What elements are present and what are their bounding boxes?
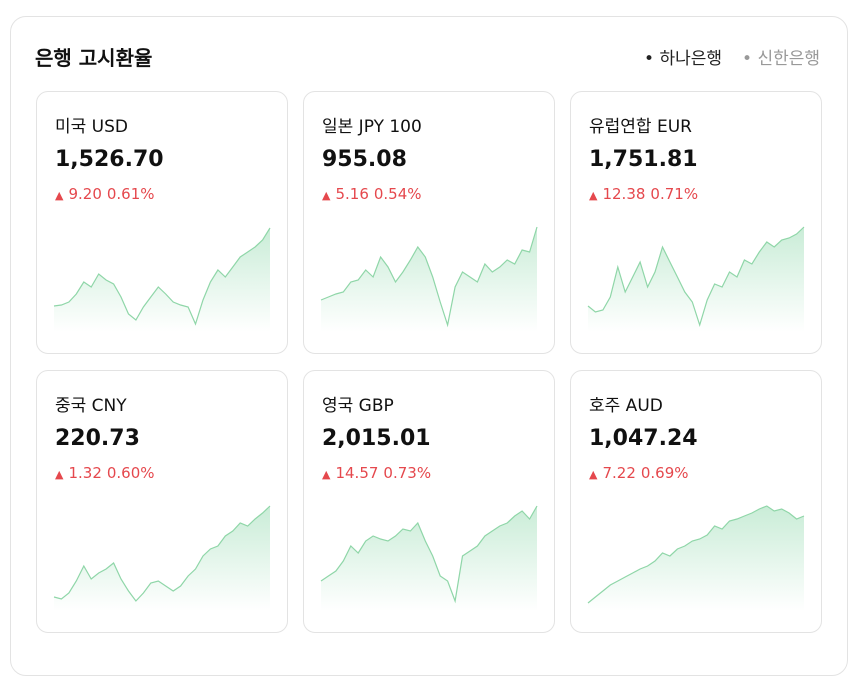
- tab-label[interactable]: 하나은행: [659, 49, 722, 69]
- change: ▲ 1.32 0.60%: [55, 464, 160, 482]
- spark-line: [53, 505, 271, 602]
- spark-area: [54, 228, 270, 332]
- currency-card[interactable]: 일본 JPY 100 955.08 ▲ 5.16 0.54%: [303, 91, 555, 354]
- spark-line: [587, 505, 805, 604]
- up-icon: ▲: [322, 468, 331, 481]
- change-percent: 0.71%: [650, 185, 699, 203]
- rate: 1,047.24: [589, 426, 698, 451]
- currency-card[interactable]: 미국 USD 1,526.70 ▲ 9.20 0.61%: [36, 91, 288, 354]
- sparkline: [53, 227, 271, 332]
- rate: 1,526.70: [55, 147, 164, 172]
- tab[interactable]: • 신한은행: [742, 49, 820, 69]
- rate: 1,751.81: [589, 147, 698, 172]
- spark-line: [53, 227, 271, 326]
- change: ▲ 7.22 0.69%: [589, 464, 694, 482]
- currency-name: 호주 AUD: [589, 396, 663, 416]
- change-value: 12.38: [602, 185, 646, 203]
- tabs: • 하나은행 • 신한은행: [644, 44, 820, 69]
- rate: 220.73: [55, 426, 140, 451]
- currency-name: 영국 GBP: [322, 396, 394, 416]
- change-percent: 0.61%: [106, 185, 155, 203]
- change-percent: 0.60%: [106, 464, 155, 482]
- change-value: 14.57: [335, 464, 379, 482]
- spark-area: [321, 227, 537, 332]
- currency-card[interactable]: 중국 CNY 220.73 ▲ 1.32 0.60%: [36, 370, 288, 633]
- currency-card[interactable]: 호주 AUD 1,047.24 ▲ 7.22 0.69%: [570, 370, 822, 633]
- change: ▲ 14.57 0.73%: [322, 464, 436, 482]
- change: ▲ 5.16 0.54%: [322, 185, 427, 203]
- currency-name: 중국 CNY: [55, 396, 127, 416]
- up-icon: ▲: [322, 189, 331, 202]
- change-value: 9.20: [68, 185, 102, 203]
- currency-card[interactable]: 유럽연합 EUR 1,751.81 ▲ 12.38 0.71%: [570, 91, 822, 354]
- page: 은행 고시환율 • 하나은행 • 신한은행 미국 USD 1,526.70 ▲ 9.2…: [10, 16, 848, 676]
- currency-name: 미국 USD: [55, 117, 129, 137]
- change: ▲ 9.20 0.61%: [55, 185, 160, 203]
- spark-line: [320, 226, 538, 328]
- up-icon: ▲: [55, 468, 64, 481]
- currency-card[interactable]: 영국 GBP 2,015.01 ▲ 14.57 0.73%: [303, 370, 555, 633]
- title: 은행 고시환율: [35, 46, 153, 70]
- spark-area: [588, 506, 804, 611]
- change-value: 5.16: [335, 185, 369, 203]
- up-icon: ▲: [589, 468, 598, 481]
- change-percent: 0.69%: [640, 464, 689, 482]
- change-percent: 0.54%: [373, 185, 422, 203]
- change-value: 7.22: [602, 464, 636, 482]
- sparkline: [587, 505, 805, 611]
- spark-area: [54, 506, 270, 611]
- currency-name: 유럽연합 EUR: [589, 117, 692, 137]
- rate: 955.08: [322, 147, 407, 172]
- spark-area: [588, 227, 804, 332]
- sparkline: [320, 226, 538, 332]
- change-percent: 0.73%: [383, 464, 432, 482]
- sparkline: [587, 226, 805, 332]
- tab[interactable]: • 하나은행: [644, 49, 722, 69]
- change-value: 1.32: [68, 464, 102, 482]
- spark-line: [320, 505, 538, 604]
- spark-area: [321, 506, 537, 611]
- up-icon: ▲: [589, 189, 598, 202]
- tab-label[interactable]: 신한은행: [757, 49, 820, 69]
- sparkline: [320, 505, 538, 611]
- spark-line: [587, 226, 805, 328]
- up-icon: ▲: [55, 189, 64, 202]
- rate: 2,015.01: [322, 426, 431, 451]
- sparkline: [53, 505, 271, 611]
- currency-name: 일본 JPY 100: [322, 117, 422, 137]
- change: ▲ 12.38 0.71%: [589, 185, 703, 203]
